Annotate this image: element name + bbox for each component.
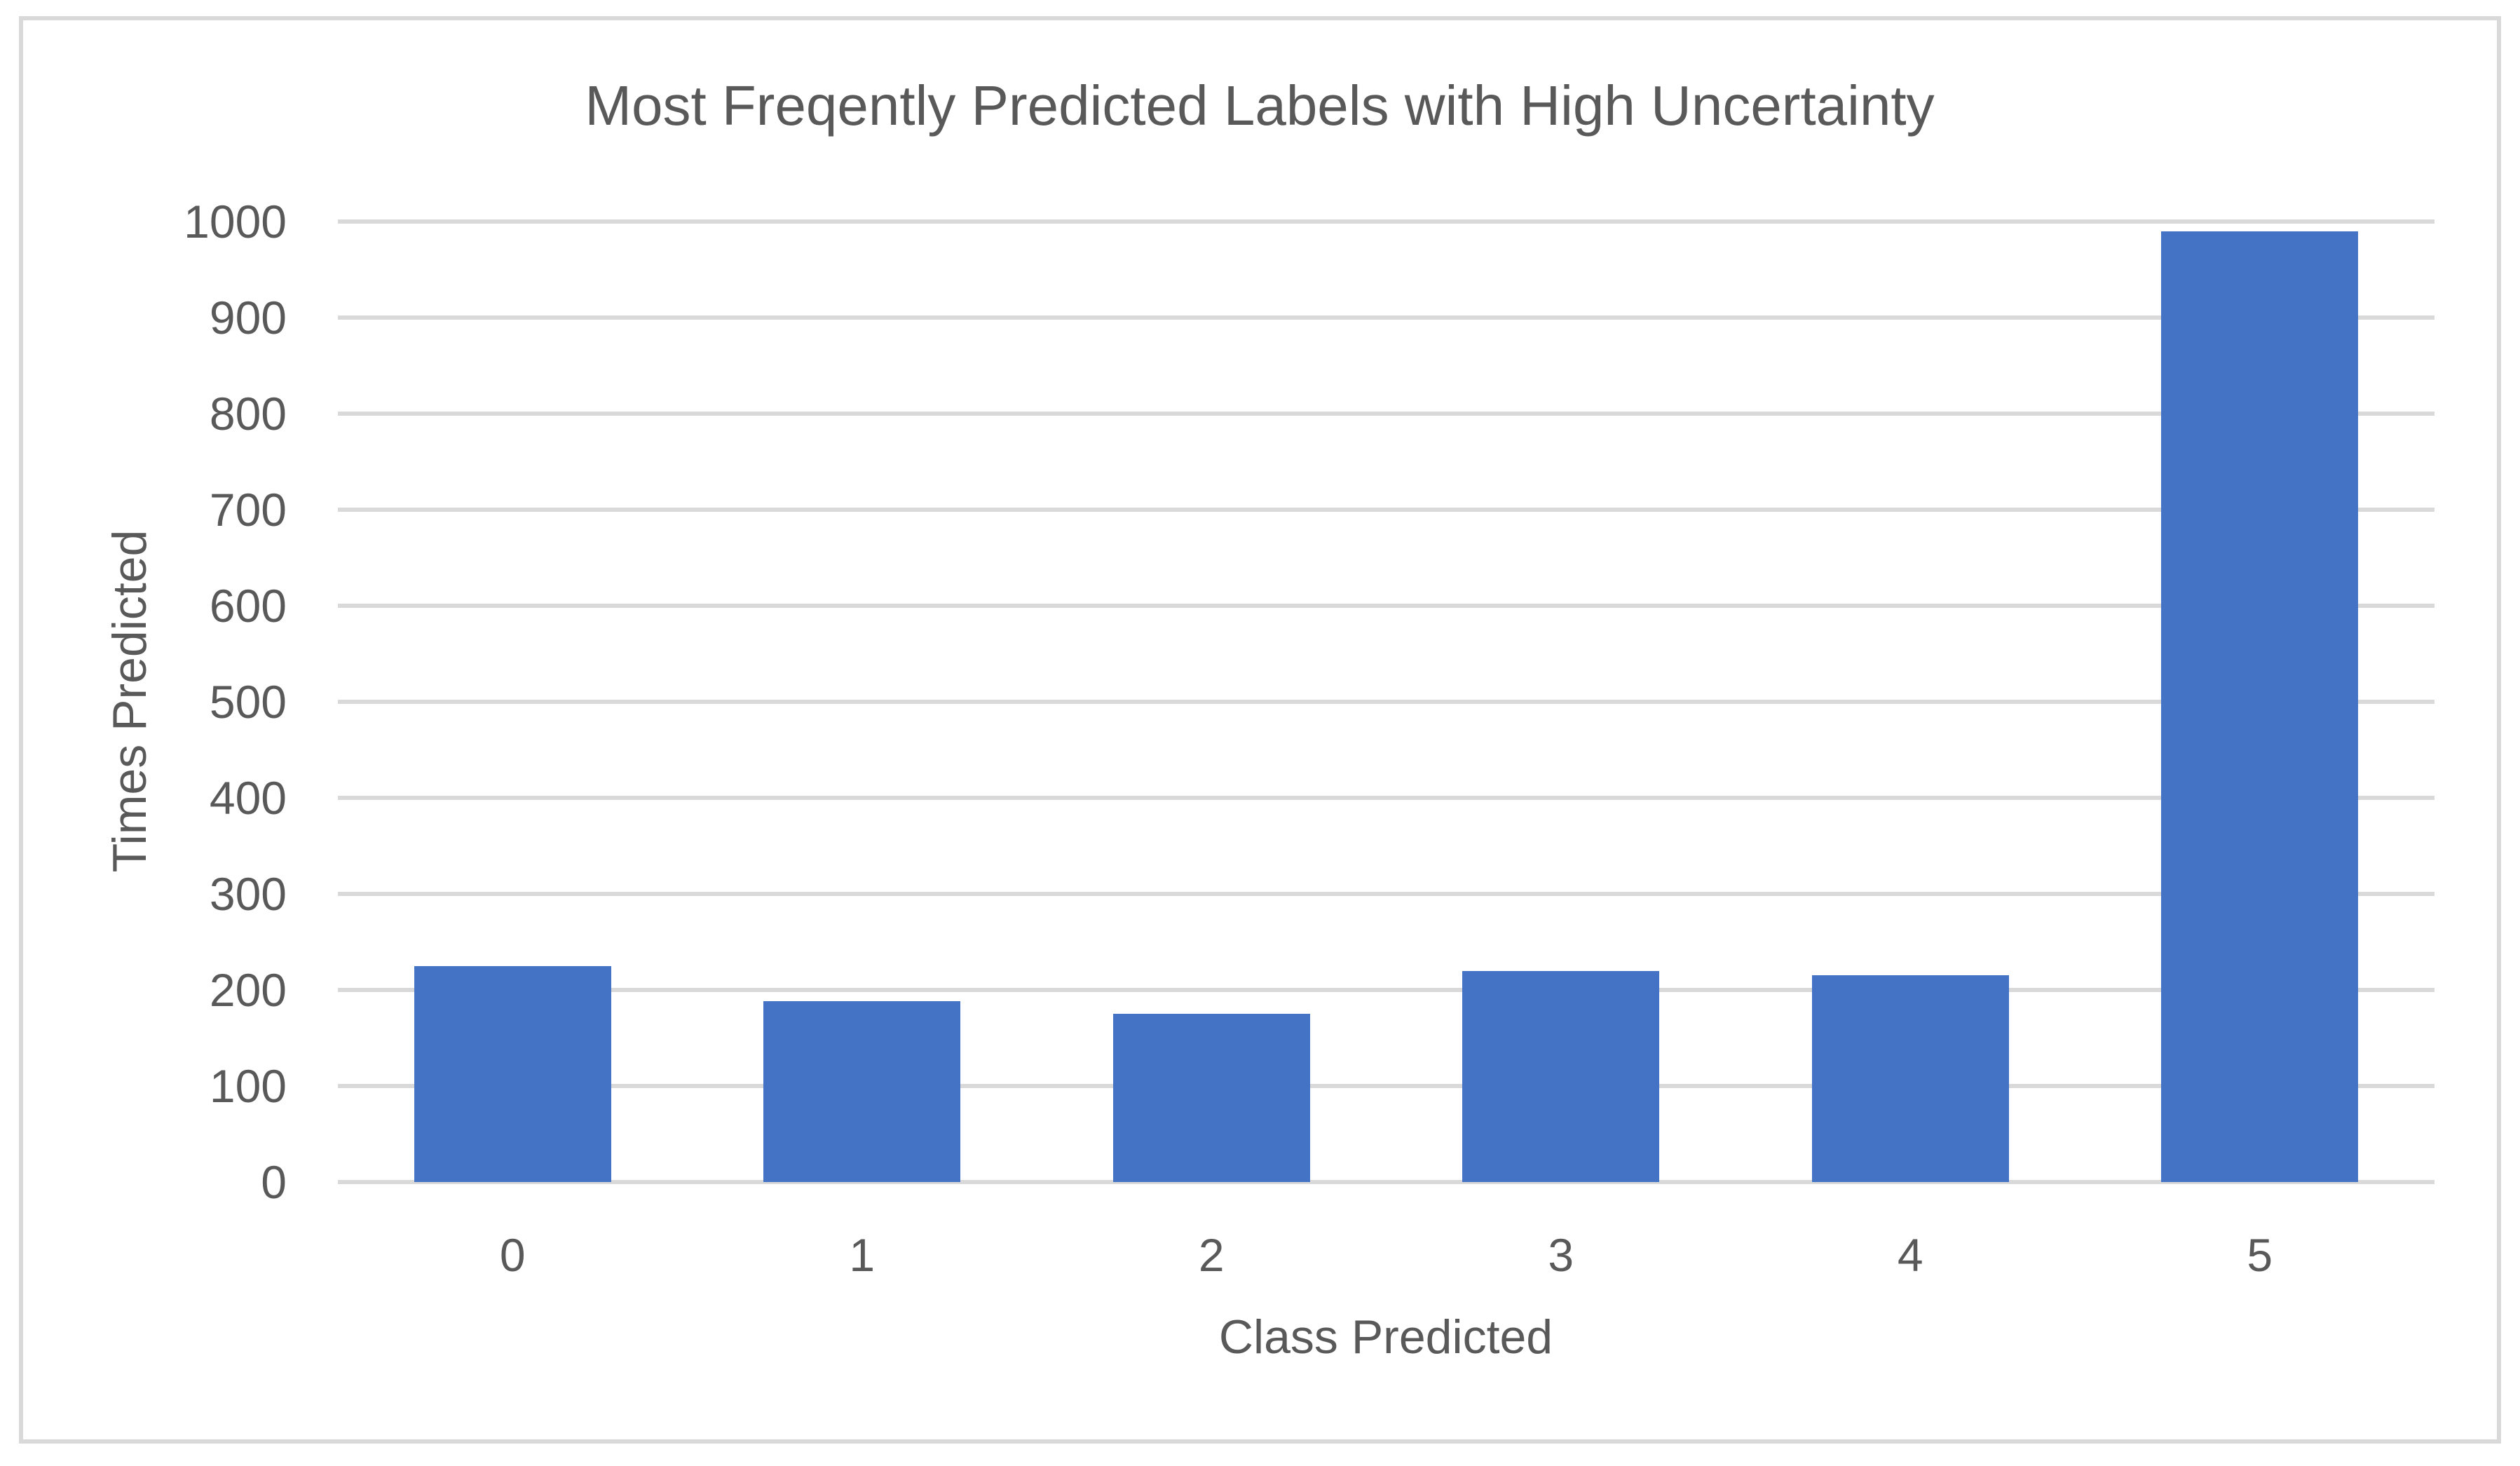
gridline-100: [338, 1084, 2434, 1088]
gridline-700: [338, 508, 2434, 512]
bar-category-1: [763, 1001, 961, 1182]
y-tick-label-0: 0: [261, 1156, 287, 1208]
x-tick-label-5: 5: [2247, 1229, 2273, 1281]
x-tick-label-2: 2: [1198, 1229, 1225, 1281]
x-tick-label-0: 0: [499, 1229, 526, 1281]
y-tick-label-200: 200: [209, 964, 287, 1016]
bar-category-2: [1112, 1014, 1310, 1182]
gridline-900: [338, 315, 2434, 320]
y-tick-label-1000: 1000: [184, 196, 287, 247]
gridline-200: [338, 988, 2434, 992]
bar-category-5: [2161, 231, 2359, 1182]
bar-category-4: [1811, 975, 2009, 1182]
bar-category-0: [414, 965, 611, 1182]
y-tick-label-100: 100: [209, 1060, 287, 1112]
y-tick-label-900: 900: [209, 292, 287, 344]
gridline-0: [338, 1180, 2434, 1184]
x-tick-label-1: 1: [849, 1229, 876, 1281]
bar-category-3: [1462, 970, 1660, 1182]
gridline-300: [338, 892, 2434, 896]
chart-title: Most Freqently Predicted Labels with Hig…: [585, 74, 1935, 137]
gridline-500: [338, 700, 2434, 704]
y-tick-label-300: 300: [209, 868, 287, 920]
x-tick-label-3: 3: [1548, 1229, 1574, 1281]
y-tick-label-600: 600: [209, 580, 287, 632]
y-axis-title: Times Predicted: [103, 529, 156, 873]
x-axis-title: Class Predicted: [1218, 1310, 1553, 1364]
gridline-600: [338, 604, 2434, 608]
gridline-800: [338, 412, 2434, 416]
y-tick-label-400: 400: [209, 772, 287, 824]
gridline-400: [338, 796, 2434, 800]
x-tick-label-4: 4: [1897, 1229, 1923, 1281]
y-tick-label-700: 700: [209, 484, 287, 536]
y-tick-label-800: 800: [209, 388, 287, 440]
gridline-1000: [338, 219, 2434, 224]
y-tick-label-500: 500: [209, 676, 287, 728]
chart-frame: [19, 16, 2501, 1444]
